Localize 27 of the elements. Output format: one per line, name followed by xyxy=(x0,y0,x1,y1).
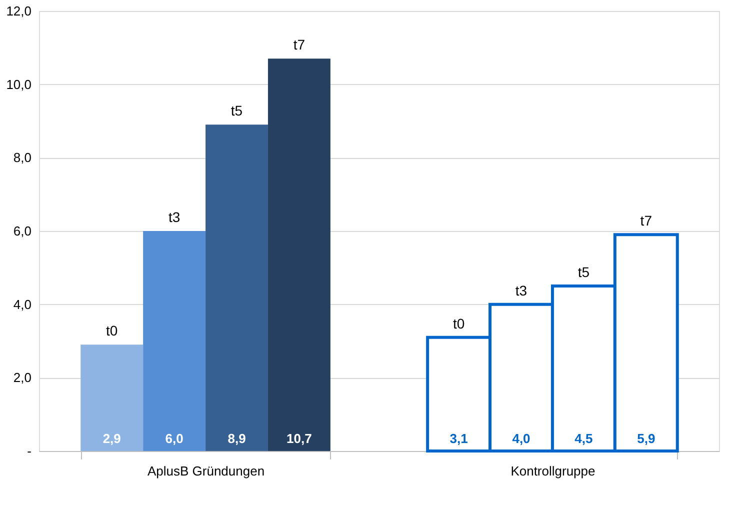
bar xyxy=(268,58,330,451)
data-label: 3,1 xyxy=(450,431,468,446)
text: t5 xyxy=(578,264,590,280)
y-tick-label: 12,0 xyxy=(6,4,32,18)
y-tick-label: 6,0 xyxy=(13,224,32,238)
data-label: 8,9 xyxy=(228,431,246,446)
series-label: t3 xyxy=(168,209,180,225)
data-label: 2,9 xyxy=(102,431,121,446)
series-label: t7 xyxy=(293,36,306,53)
data-label: 10,7 xyxy=(286,431,312,446)
data-label: 4,0 xyxy=(512,431,530,446)
y-tick-label: 8,0 xyxy=(13,150,32,166)
y-tick-label: 4,0 xyxy=(13,296,32,312)
data-label: 4,5 xyxy=(574,431,593,446)
text: t7 xyxy=(640,212,652,229)
y-tick-label: - xyxy=(27,444,32,458)
x-tick-label: AplusB Gründungen xyxy=(147,464,265,478)
series-label: t0 xyxy=(106,322,118,339)
text: t0 xyxy=(452,315,465,332)
y-tick-label: 2,0 xyxy=(13,370,32,386)
bar xyxy=(143,231,206,451)
series-label: t5 xyxy=(230,102,243,119)
y-tick-label: 10,0 xyxy=(6,76,32,92)
data-label: 5,9 xyxy=(637,431,656,446)
x-tick-label: Kontrollgruppe xyxy=(510,464,596,478)
data-label: 6,0 xyxy=(165,431,184,446)
text: t3 xyxy=(515,282,528,298)
